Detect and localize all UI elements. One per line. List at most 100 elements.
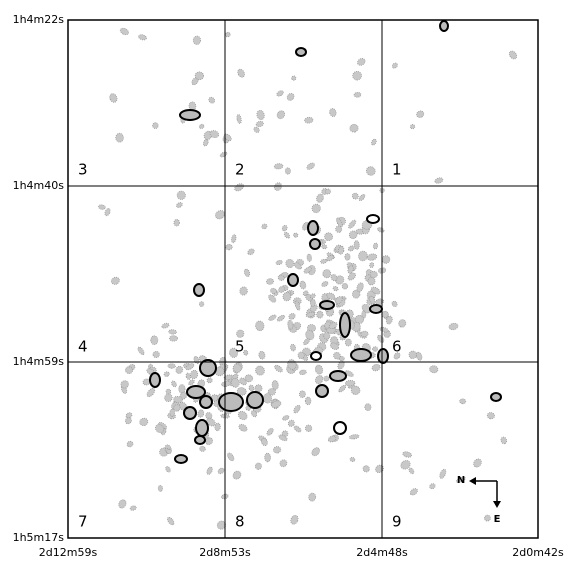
faint-source xyxy=(328,435,337,443)
faint-source xyxy=(215,210,225,220)
highlighted-source xyxy=(333,421,347,435)
faint-source xyxy=(165,466,171,473)
faint-source xyxy=(126,440,134,448)
faint-source xyxy=(321,281,329,287)
faint-source xyxy=(365,166,376,176)
faint-source xyxy=(270,400,282,408)
faint-source xyxy=(398,319,407,328)
faint-source xyxy=(459,398,467,405)
faint-source xyxy=(375,464,384,474)
faint-source xyxy=(309,298,316,307)
faint-source xyxy=(243,268,251,277)
faint-source xyxy=(268,294,277,303)
highlighted-source xyxy=(195,419,209,437)
faint-source xyxy=(248,384,255,392)
faint-source xyxy=(221,380,231,387)
faint-source xyxy=(282,291,292,302)
grid-cell-number: 3 xyxy=(78,161,88,179)
faint-source xyxy=(188,379,195,386)
faint-source xyxy=(429,365,439,374)
faint-source xyxy=(198,123,205,129)
faint-source xyxy=(254,462,262,470)
faint-source xyxy=(291,75,297,81)
faint-source xyxy=(293,404,301,414)
faint-source xyxy=(197,409,205,418)
y-axis-label: 1h4m59s xyxy=(13,355,65,368)
faint-source xyxy=(385,315,393,325)
faint-source xyxy=(129,505,137,511)
faint-source xyxy=(276,110,286,120)
highlighted-source xyxy=(366,214,380,224)
compass: N E xyxy=(457,475,501,525)
faint-source xyxy=(352,70,362,81)
faint-source xyxy=(271,380,279,390)
highlighted-source xyxy=(179,109,201,121)
faint-source xyxy=(193,355,200,364)
faint-source xyxy=(225,243,233,251)
faint-source xyxy=(344,370,354,377)
faint-source xyxy=(329,108,337,117)
faint-source xyxy=(260,438,268,446)
highlighted-source xyxy=(193,283,205,297)
faint-source xyxy=(366,253,378,261)
faint-source xyxy=(138,34,147,41)
faint-source xyxy=(508,50,518,60)
faint-source xyxy=(192,35,201,45)
faint-source xyxy=(206,377,213,384)
faint-source xyxy=(391,62,398,69)
faint-source xyxy=(372,346,379,352)
faint-source xyxy=(393,352,401,360)
faint-source xyxy=(210,394,219,402)
faint-source xyxy=(303,338,310,346)
faint-source xyxy=(261,223,268,230)
faint-source xyxy=(326,254,335,262)
faint-source xyxy=(239,377,247,386)
grid-cell-number: 1 xyxy=(392,161,402,179)
highlighted-source xyxy=(439,20,449,32)
faint-source xyxy=(279,459,288,468)
faint-source xyxy=(316,310,324,319)
faint-source xyxy=(237,410,248,421)
faint-source xyxy=(326,292,336,300)
faint-source xyxy=(333,351,341,360)
faint-source xyxy=(255,365,265,376)
faint-source xyxy=(348,230,358,240)
faint-source xyxy=(306,162,315,170)
faint-source xyxy=(206,417,216,427)
faint-source xyxy=(324,232,334,242)
faint-source xyxy=(270,287,277,294)
grid-cell-number: 9 xyxy=(392,513,402,531)
faint-source xyxy=(273,182,283,191)
x-axis-label: 2d0m42s xyxy=(512,546,564,559)
faint-source xyxy=(320,258,328,264)
faint-source xyxy=(322,269,332,279)
faint-source xyxy=(255,320,265,332)
faint-source xyxy=(214,422,221,432)
faint-source xyxy=(167,363,176,369)
faint-source xyxy=(303,266,312,274)
faint-source xyxy=(362,465,370,473)
faint-source xyxy=(408,467,415,475)
faint-source xyxy=(448,322,459,331)
faint-source xyxy=(350,385,361,395)
faint-source xyxy=(290,343,296,352)
faint-source xyxy=(304,116,314,124)
faint-source xyxy=(236,329,245,338)
faint-source xyxy=(473,458,482,468)
faint-source xyxy=(173,404,181,412)
faint-source xyxy=(391,300,398,308)
faint-source xyxy=(332,286,339,292)
faint-source xyxy=(304,396,312,406)
y-axis-label: 1h4m22s xyxy=(13,13,65,26)
faint-source xyxy=(338,384,347,393)
faint-source xyxy=(166,448,172,455)
highlighted-source xyxy=(287,273,299,287)
faint-source xyxy=(253,126,260,133)
highlighted-source xyxy=(369,304,383,314)
faint-source xyxy=(321,244,328,250)
faint-source xyxy=(348,434,360,440)
highlighted-source xyxy=(309,238,321,250)
faint-source xyxy=(139,417,149,427)
faint-source xyxy=(324,188,331,195)
faint-source xyxy=(208,96,216,104)
